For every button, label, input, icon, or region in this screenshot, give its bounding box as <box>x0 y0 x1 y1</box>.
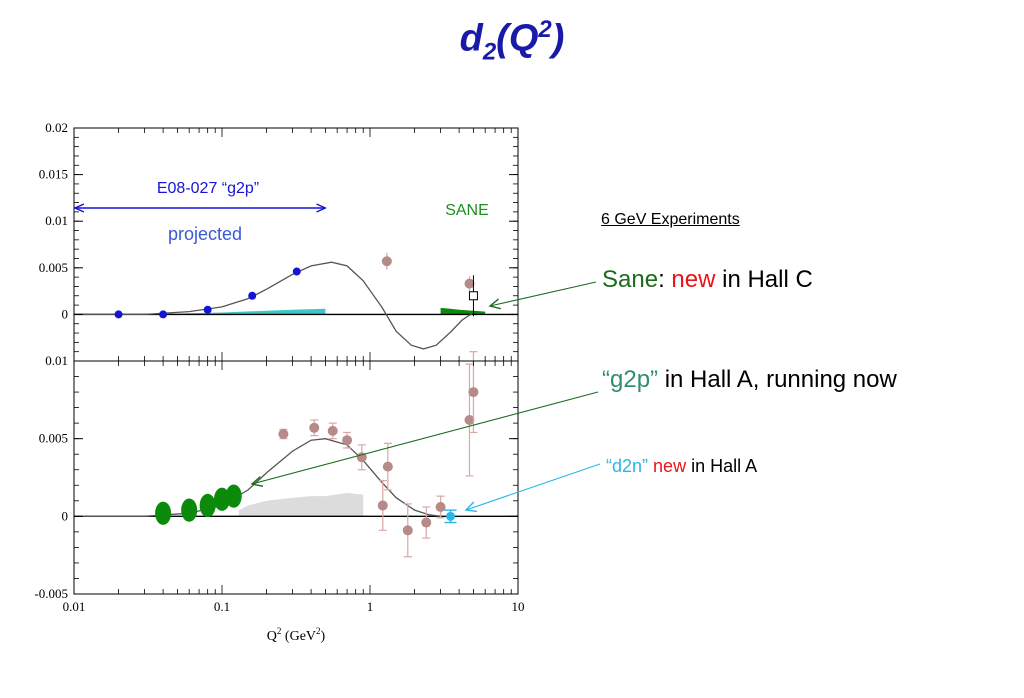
sane-pointer-arrow <box>490 281 597 306</box>
projected-point <box>159 310 168 319</box>
data-point <box>421 517 432 528</box>
data-point <box>402 525 413 536</box>
x-tick-label: 10 <box>512 599 525 614</box>
title-subscript: 2 <box>482 38 497 66</box>
data-point <box>435 502 446 513</box>
grey-systematic-band <box>238 493 364 517</box>
data-point <box>327 425 338 436</box>
x-tick-label: 0.1 <box>214 599 230 614</box>
g2p-annotation: “g2p” in Hall A, running now <box>602 366 897 394</box>
top-panel: 0.02 0.015 0.01 0.005 0 E08-027 “g2p” projec… <box>39 120 519 362</box>
d2n-pointer-arrow <box>466 463 601 510</box>
top-curve <box>74 261 474 350</box>
bottom-frame <box>73 360 519 595</box>
sane-location: in Hall C <box>715 266 813 293</box>
title-main: d <box>459 17 483 60</box>
y-tick-label: -0.005 <box>34 586 68 601</box>
g2p-projection-ellipse <box>225 484 242 508</box>
data-point <box>381 256 392 267</box>
experiments-header: 6 GeV Experiments <box>601 211 740 228</box>
data-point <box>464 278 475 289</box>
projected-point <box>292 267 301 276</box>
y-tick-label: 0 <box>62 508 69 523</box>
d2n-annotation: “d2n” new in Hall A <box>606 456 757 477</box>
y-tick-label: 0.005 <box>39 431 68 446</box>
y-tick-label: 0.02 <box>45 120 68 135</box>
g2p-projection-ellipse <box>181 498 198 522</box>
data-point <box>468 387 479 398</box>
y-tick-label: 0 <box>62 306 69 321</box>
projected-point <box>248 291 257 300</box>
x-tick-label: 0.01 <box>63 599 86 614</box>
sane-label: SANE <box>445 202 489 219</box>
g2p-systematic-band <box>74 308 326 315</box>
top-frame <box>73 127 519 362</box>
title-open: (Q <box>496 17 539 60</box>
y-tick-label: 0.015 <box>39 167 68 182</box>
g2p-name: “g2p” <box>602 366 659 393</box>
projected-label: projected <box>168 224 242 244</box>
d2n-location: in Hall A <box>686 456 758 476</box>
projected-point <box>114 310 123 319</box>
d2n-point <box>446 511 456 521</box>
x-axis-label: Q2 (GeV2) <box>267 626 326 644</box>
sane-name: Sane <box>602 266 659 293</box>
d2n-new-tag: new <box>653 456 687 476</box>
y-tick-label: 0.01 <box>45 353 68 368</box>
sane-point <box>468 291 478 301</box>
title-close: ) <box>551 17 565 60</box>
sane-annotation: Sane: new in Hall C <box>602 266 813 294</box>
data-point <box>342 435 353 446</box>
g2p-status: in Hall A, running now <box>658 366 897 393</box>
projected-point <box>203 305 212 314</box>
sane-systematic-band <box>440 307 486 315</box>
g2p-label: E08-027 “g2p” <box>157 180 259 197</box>
data-point <box>356 452 367 463</box>
g2p-projection-ellipse <box>155 501 172 525</box>
data-point <box>377 500 388 511</box>
data-point <box>382 461 393 472</box>
sane-separator: : <box>658 266 672 293</box>
y-tick-label: 0.005 <box>39 260 68 275</box>
data-point <box>278 429 289 440</box>
sane-new-tag: new <box>671 266 716 293</box>
data-point <box>309 422 320 433</box>
d2n-name: “d2n” <box>606 456 649 476</box>
title-superscript: 2 <box>538 16 552 43</box>
x-tick-label: 1 <box>367 599 374 614</box>
page-title: d2(Q2) <box>0 16 1024 66</box>
g2p-pointer-arrow <box>252 391 599 484</box>
y-tick-label: 0.01 <box>45 213 68 228</box>
data-point <box>464 415 475 426</box>
g2p-projection-ellipse <box>199 493 216 518</box>
